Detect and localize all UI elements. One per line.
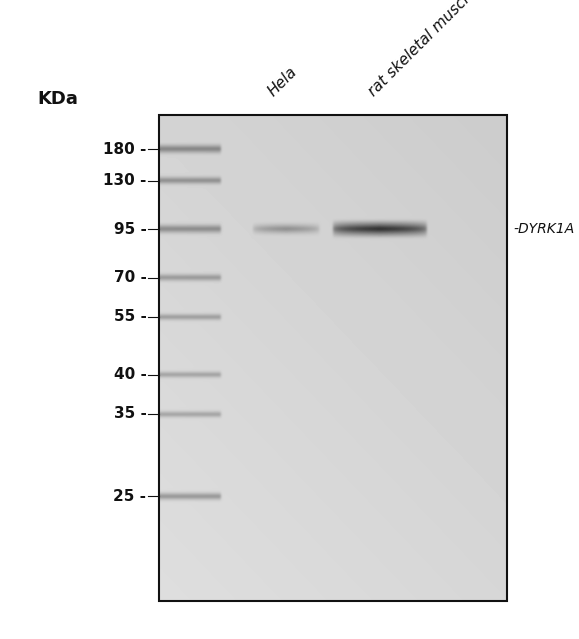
Bar <box>159 115 507 601</box>
Text: 40 -: 40 - <box>113 367 146 382</box>
Text: 25 -: 25 - <box>113 489 146 504</box>
Text: 130 -: 130 - <box>103 173 146 188</box>
Text: 55 -: 55 - <box>113 309 146 324</box>
Text: -DYRK1A: -DYRK1A <box>514 222 575 236</box>
Text: 95 -: 95 - <box>113 222 146 236</box>
Text: 70 -: 70 - <box>113 270 146 285</box>
Text: Hela: Hela <box>265 64 300 99</box>
Text: 180 -: 180 - <box>103 141 146 157</box>
Text: rat skeletal muscle: rat skeletal muscle <box>366 0 479 99</box>
Text: KDa: KDa <box>38 90 78 108</box>
Text: 35 -: 35 - <box>113 406 146 421</box>
